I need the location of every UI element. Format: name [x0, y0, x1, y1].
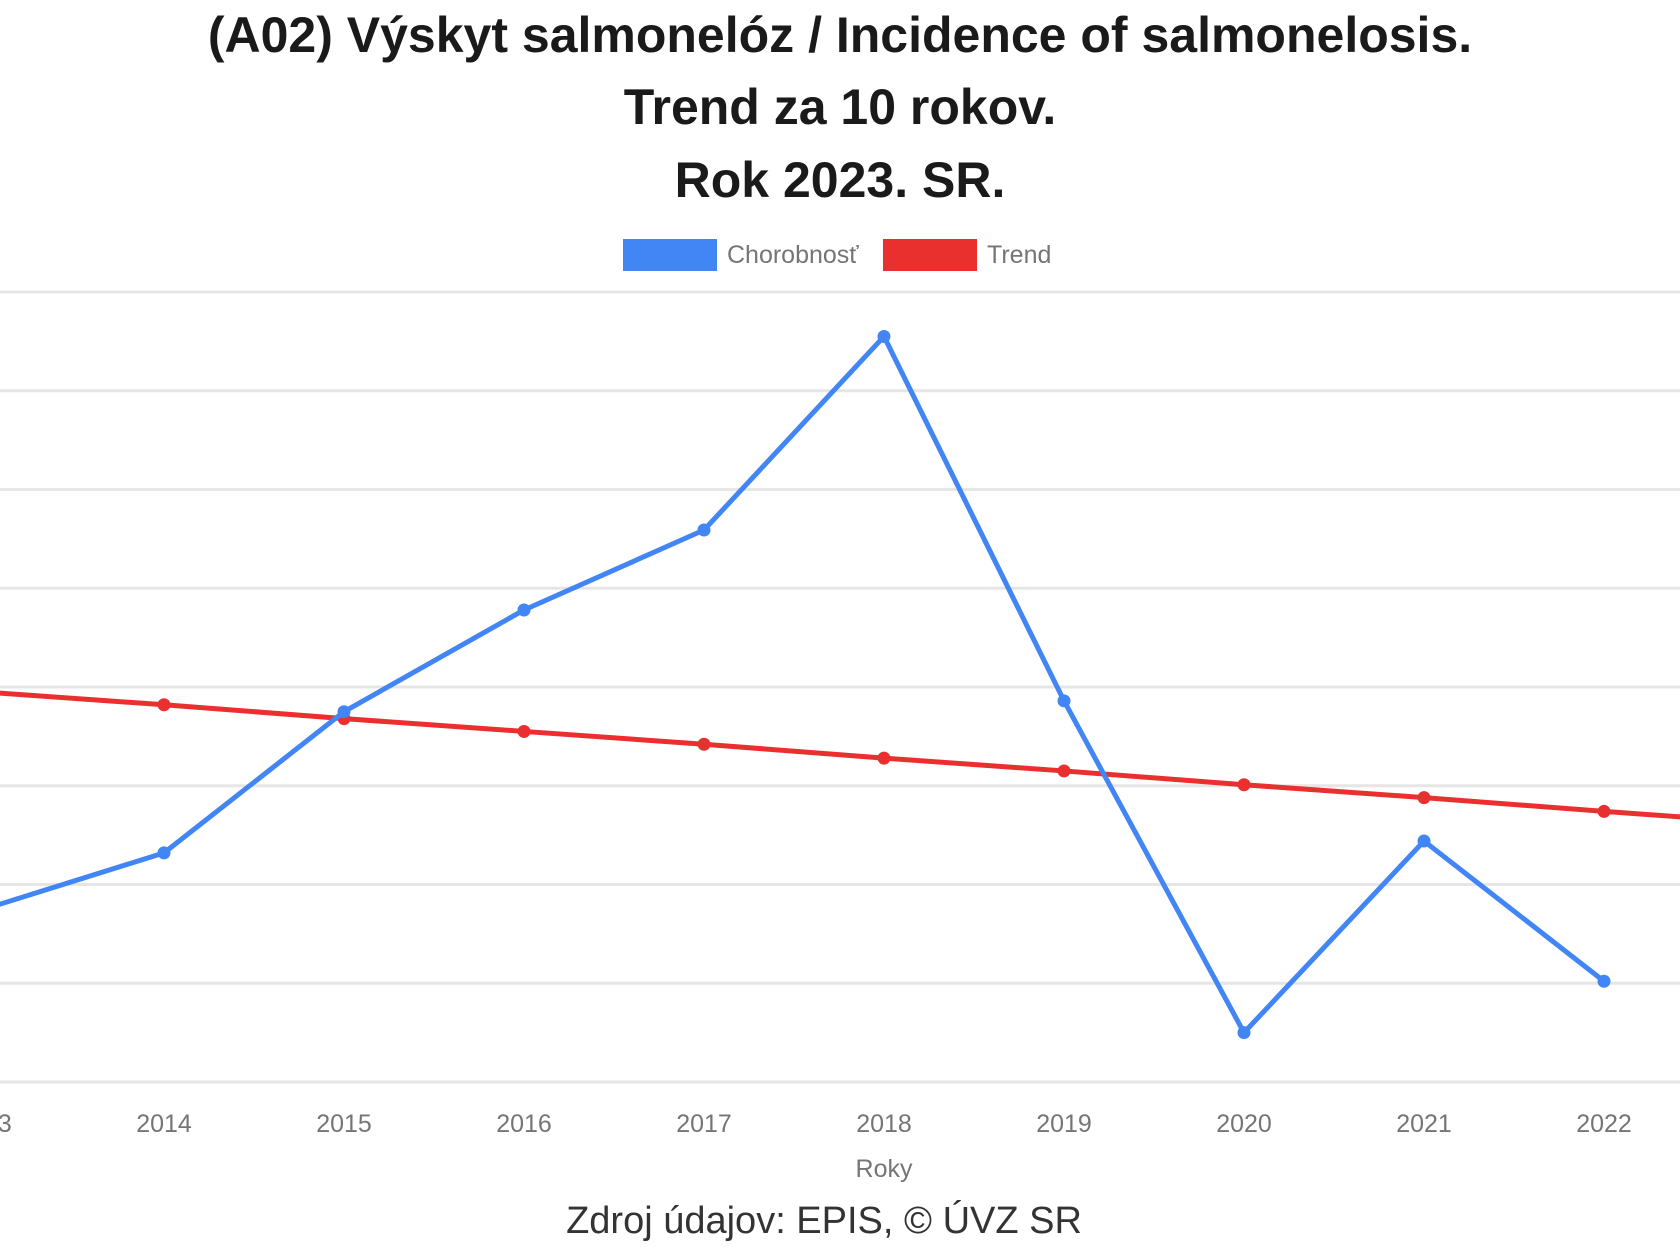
data-point — [157, 846, 171, 860]
data-point — [1057, 764, 1071, 778]
data-point — [157, 698, 171, 712]
x-tick-label: 2022 — [1576, 1110, 1632, 1138]
legend-label: Chorobnosť — [727, 241, 859, 269]
x-tick-label: 2020 — [1216, 1110, 1272, 1138]
x-tick-label: 2019 — [1036, 1110, 1092, 1138]
series-line — [0, 690, 1680, 820]
data-point — [337, 705, 351, 719]
x-tick-label: 2018 — [856, 1110, 912, 1138]
x-axis-label: Roky — [856, 1155, 913, 1183]
data-point — [517, 603, 531, 617]
data-point — [1597, 804, 1611, 818]
x-tick-label: 2014 — [136, 1110, 192, 1138]
source-credit: Zdroj údajov: EPIS, © ÚVZ SR — [566, 1200, 1082, 1242]
data-point — [1417, 791, 1431, 805]
chart-title: (A02) Výskyt salmonelóz / Incidence of s… — [207, 7, 1473, 63]
series-chorobnost — [0, 329, 1611, 1040]
x-tick-label: 2013 — [0, 1110, 12, 1138]
data-point — [877, 751, 891, 765]
data-point — [697, 737, 711, 751]
x-tick-label: 2017 — [676, 1110, 732, 1138]
legend-swatch — [883, 239, 977, 271]
data-point — [1417, 834, 1431, 848]
chart-subtitle-1: Trend za 10 rokov. — [623, 79, 1057, 135]
series-layer — [0, 329, 1680, 1040]
legend: Chorobnosť Trend — [623, 239, 1051, 271]
data-point — [877, 329, 891, 343]
legend-swatch — [623, 239, 717, 271]
data-point — [1597, 974, 1611, 988]
data-point — [1057, 694, 1071, 708]
grid-lines — [0, 290, 1680, 1084]
legend-label: Trend — [987, 241, 1051, 269]
x-tick-label: 2015 — [316, 1110, 372, 1138]
series-trend — [0, 690, 1680, 820]
chart-subtitle-2: Rok 2023. SR. — [674, 152, 1006, 208]
data-point — [517, 724, 531, 738]
data-point — [697, 523, 711, 537]
series-line — [0, 333, 1606, 1036]
data-point — [1237, 1026, 1251, 1040]
data-point — [1237, 778, 1251, 792]
x-tick-label: 2021 — [1396, 1110, 1452, 1138]
x-tick-label: 2016 — [496, 1110, 552, 1138]
x-axis-ticks: 2013 2014 2015 2016 2017 2018 2019 2020 2021 2022… — [0, 1110, 1632, 1138]
